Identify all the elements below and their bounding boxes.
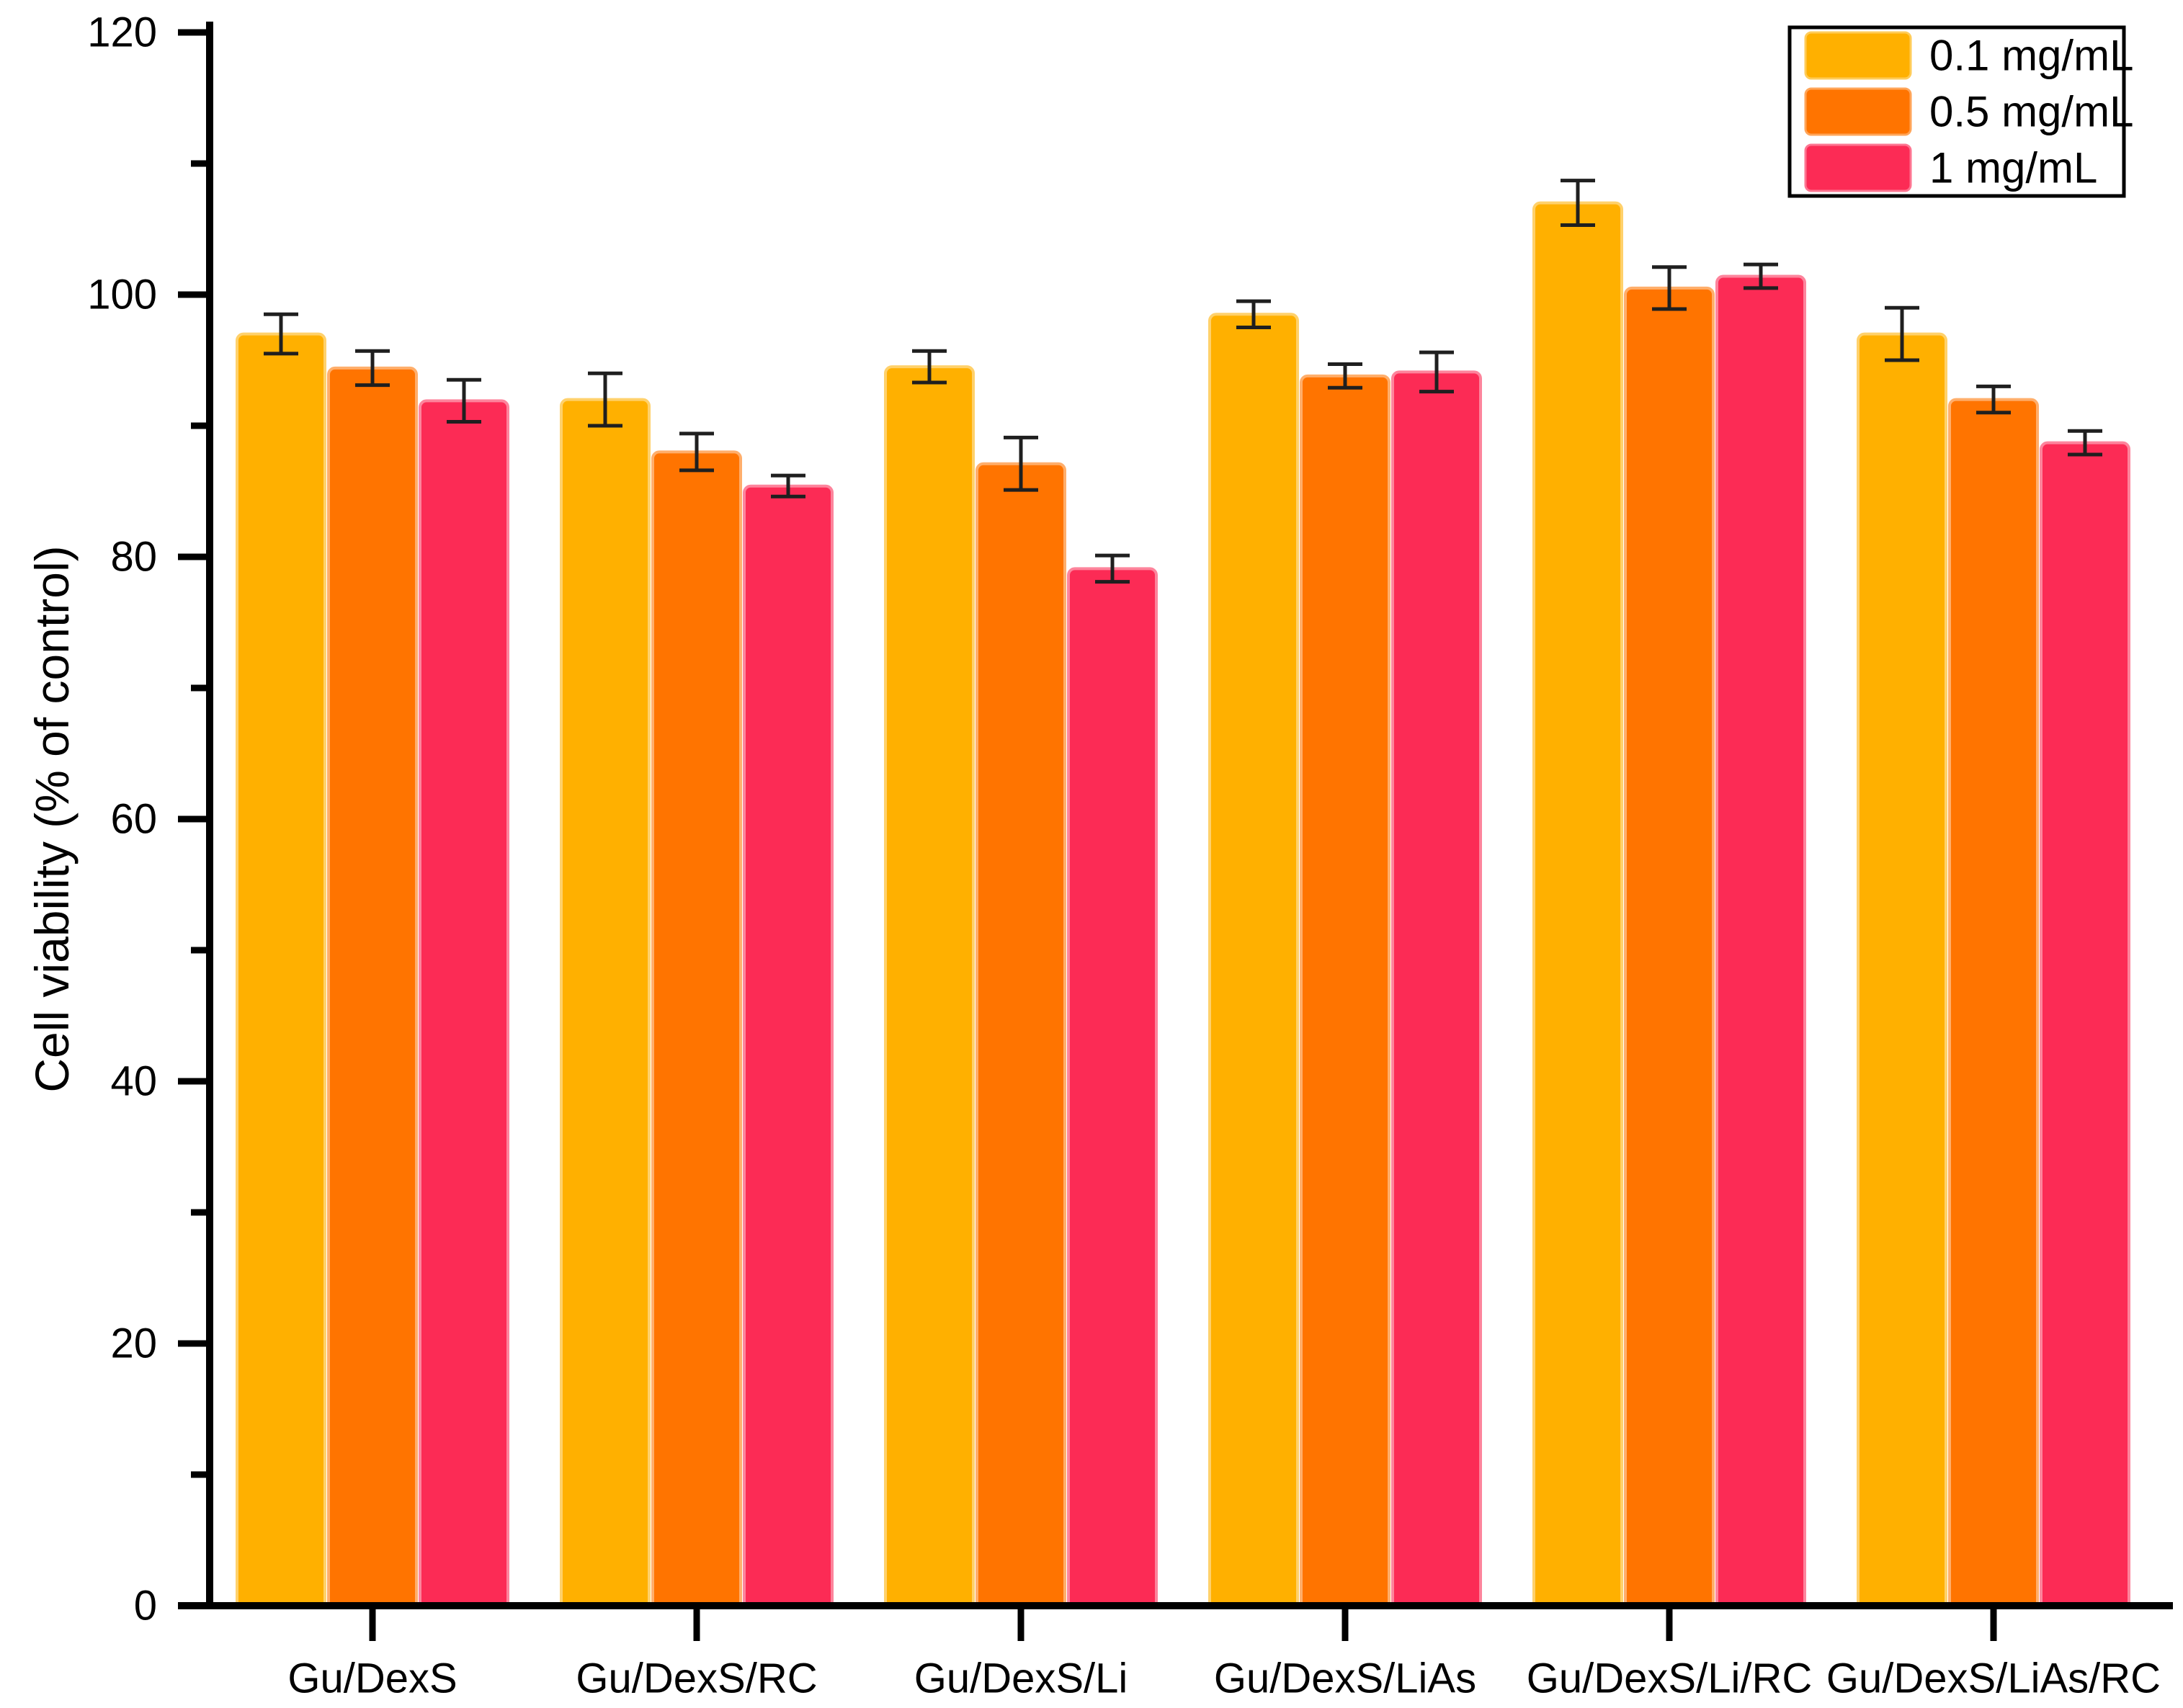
bar — [1715, 274, 1806, 1609]
bar — [884, 365, 975, 1610]
legend-swatch — [1804, 87, 1912, 136]
bar — [1857, 332, 1947, 1610]
bar — [236, 332, 326, 1610]
x-category-label: Gu/DexS/RC — [576, 1655, 817, 1702]
x-category-label: Gu/DexS/Li — [914, 1655, 1128, 1702]
bar — [976, 462, 1066, 1609]
x-category-label: Gu/DexS/LiAs — [1214, 1655, 1476, 1702]
bar — [743, 484, 834, 1609]
bar — [1948, 398, 2039, 1609]
bar — [560, 398, 651, 1609]
x-category-label: Gu/DexS/Li/RC — [1527, 1655, 1812, 1702]
legend-label: 0.1 mg/mL — [1929, 32, 2133, 80]
bar — [419, 399, 509, 1609]
bar — [1067, 567, 1158, 1609]
y-tick-label: 0 — [134, 1583, 157, 1629]
y-tick-label: 40 — [110, 1058, 157, 1105]
bar — [1208, 313, 1299, 1609]
bar — [1532, 201, 1623, 1610]
y-axis-title: Cell viability (% of control) — [25, 545, 79, 1092]
bar — [651, 450, 742, 1609]
bar — [1624, 286, 1715, 1609]
y-tick-label: 120 — [87, 9, 157, 56]
y-tick-label: 100 — [87, 272, 157, 318]
legend-label: 0.5 mg/mL — [1929, 88, 2133, 136]
legend-swatch — [1804, 143, 1912, 192]
legend-label: 1 mg/mL — [1929, 144, 2097, 192]
bar — [1391, 370, 1482, 1609]
y-tick-label: 80 — [110, 534, 157, 581]
y-tick-label: 20 — [110, 1320, 157, 1367]
x-category-label: Gu/DexS — [287, 1655, 457, 1702]
y-tick-label: 60 — [110, 796, 157, 843]
bar — [2040, 441, 2130, 1609]
x-category-label: Gu/DexS/LiAs/RC — [1826, 1655, 2161, 1702]
bar — [327, 366, 418, 1609]
bar — [1300, 374, 1390, 1610]
legend-swatch — [1804, 31, 1912, 80]
